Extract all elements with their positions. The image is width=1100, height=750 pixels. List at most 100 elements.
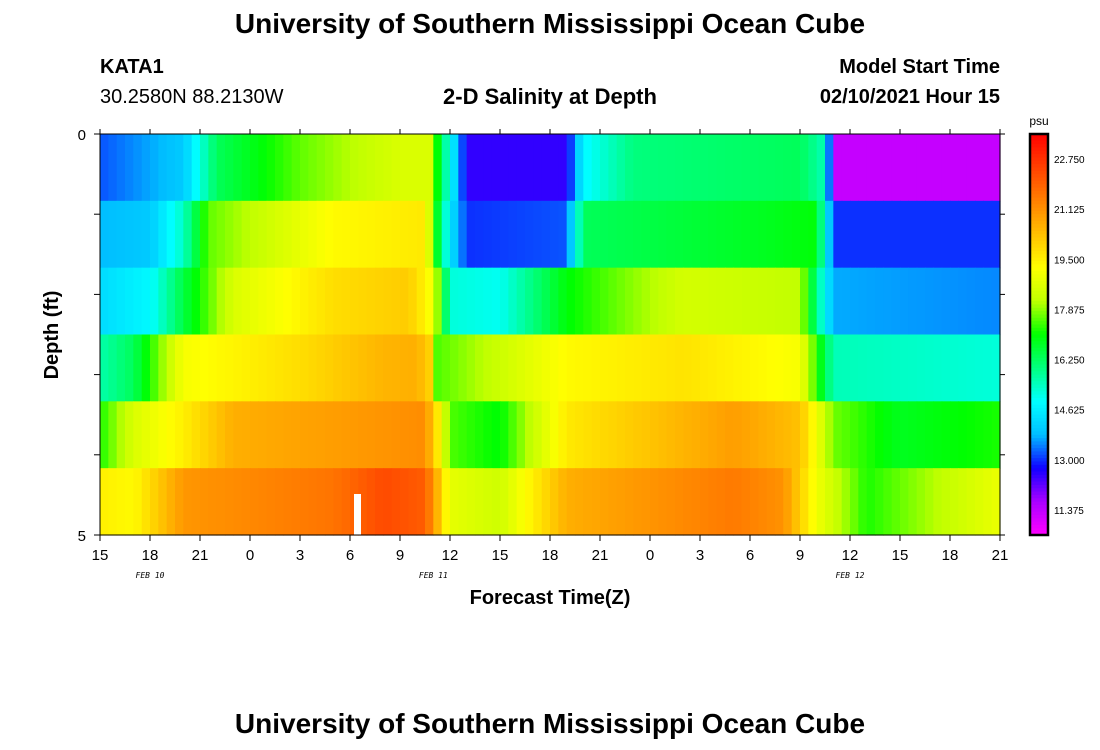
heatmap-cell [816, 468, 826, 536]
heatmap-cell [641, 134, 651, 202]
heatmap-cell [541, 468, 551, 536]
heatmap-cell [533, 134, 543, 202]
heatmap-cell [183, 200, 193, 269]
heatmap-cell [725, 334, 734, 402]
heatmap-cell [491, 468, 501, 536]
heatmap-cell [516, 267, 526, 336]
heatmap-cell [633, 134, 643, 202]
heatmap-cell [333, 468, 343, 536]
heatmap-cell [966, 334, 976, 402]
colorbar-segment [1030, 254, 1048, 259]
heatmap-cell [633, 468, 643, 536]
heatmap-cell [358, 334, 368, 402]
colorbar-tick-label: 16.250 [1054, 356, 1085, 367]
heatmap-cell [750, 267, 759, 336]
heatmap-cell [466, 134, 476, 202]
colorbar-segment [1030, 357, 1048, 362]
colorbar-segment [1030, 301, 1048, 306]
heatmap-cell [133, 267, 143, 336]
heatmap-cell [991, 334, 1001, 402]
heatmap-cell [491, 401, 501, 469]
heatmap-cell [983, 468, 993, 536]
heatmap-cell [825, 468, 834, 536]
heatmap-cell [641, 401, 651, 469]
x-tick-label: 18 [142, 547, 159, 564]
heatmap-cell [783, 134, 793, 202]
heatmap-cell [191, 468, 201, 536]
heatmap-cell [466, 267, 476, 336]
heatmap-cell [675, 401, 684, 469]
heatmap-cell [383, 134, 393, 202]
colorbar-segment [1030, 150, 1048, 155]
colorbar-segment [1030, 314, 1048, 319]
heatmap-cell [808, 267, 818, 336]
heatmap-cell [583, 334, 593, 402]
colorbar-segment [1030, 207, 1048, 212]
x-tick-label: 3 [696, 547, 704, 564]
heatmap-cell [700, 200, 709, 269]
heatmap-cell [383, 468, 393, 536]
heatmap-cell [858, 200, 868, 269]
colorbar-segment [1030, 224, 1048, 229]
colorbar-segment [1030, 394, 1048, 399]
heatmap-cell [158, 200, 168, 269]
heatmap-cell [975, 200, 984, 269]
heatmap-cell [200, 401, 209, 469]
heatmap-cell [458, 334, 468, 402]
heatmap-cell [600, 468, 609, 536]
heatmap-cell [666, 200, 676, 269]
heatmap-cell [616, 267, 626, 336]
heatmap-cell [550, 134, 559, 202]
colorbar-segment [1030, 441, 1048, 446]
heatmap-cell [766, 401, 776, 469]
heatmap-cell [883, 134, 893, 202]
chart-title: University of Southern Mississippi Ocean… [234, 8, 866, 39]
heatmap-cell [758, 134, 768, 202]
heatmap-cell [741, 267, 751, 336]
colorbar-segment [1030, 234, 1048, 239]
heatmap-cell [175, 134, 184, 202]
heatmap-cell [183, 267, 193, 336]
heatmap-cell [366, 401, 376, 469]
colorbar-segment [1030, 454, 1048, 459]
heatmap-cell [950, 468, 959, 536]
heatmap-cell [291, 468, 301, 536]
heatmap-cell [541, 200, 551, 269]
heatmap-cell [566, 334, 576, 402]
heatmap-cell [866, 134, 876, 202]
heatmap-cell [841, 401, 851, 469]
heatmap-cell [975, 468, 984, 536]
heatmap-cell [608, 468, 618, 536]
x-tick-label: 12 [442, 547, 459, 564]
heatmap-cell [858, 468, 868, 536]
heatmap-cell [183, 134, 193, 202]
heatmap-cell [275, 267, 284, 336]
heatmap-cell [916, 267, 926, 336]
heatmap-cell [375, 267, 384, 336]
colorbar-tick-label: 21.125 [1054, 205, 1085, 216]
heatmap-cell [583, 200, 593, 269]
x-tick-label: 18 [942, 547, 959, 564]
heatmap-cell [341, 468, 351, 536]
heatmap-cell [141, 134, 151, 202]
heatmap-cell [758, 468, 768, 536]
heatmap-cell [550, 267, 559, 336]
heatmap-cell [575, 468, 584, 536]
heatmap-cell [175, 468, 184, 536]
heatmap-cell [133, 401, 143, 469]
heatmap-cell [375, 334, 384, 402]
heatmap-cell [400, 468, 409, 536]
x-tick-label: 3 [296, 547, 304, 564]
heatmap-cell [350, 134, 359, 202]
colorbar-segment [1030, 354, 1048, 359]
heatmap-cell [741, 468, 751, 536]
heatmap-cell [550, 468, 559, 536]
colorbar-segment [1030, 164, 1048, 169]
heatmap-cell [525, 267, 534, 336]
heatmap-cell [616, 334, 626, 402]
colorbar-segment [1030, 511, 1048, 516]
heatmap-cell [458, 267, 468, 336]
heatmap-cell [133, 468, 143, 536]
heatmap-cell [391, 134, 401, 202]
heatmap-cell [400, 134, 409, 202]
